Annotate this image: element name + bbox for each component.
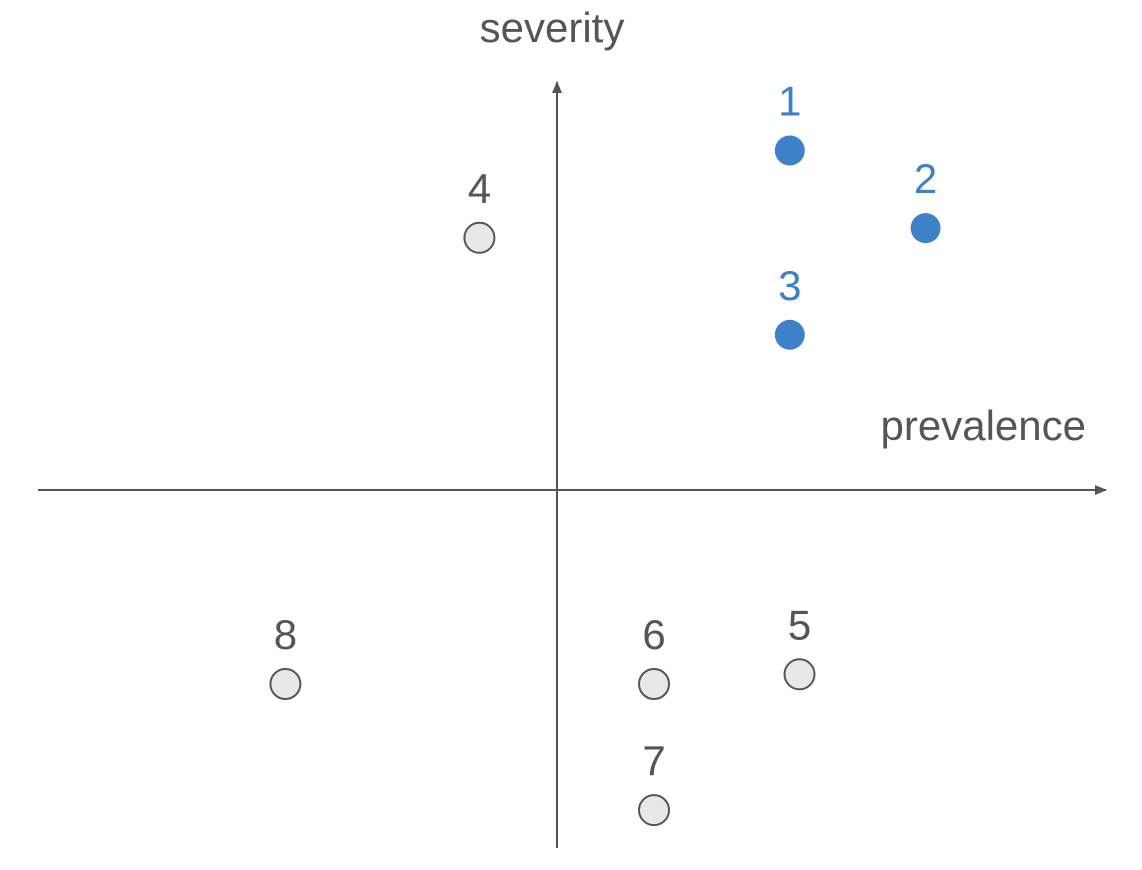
point-4-label: 4 — [468, 165, 491, 212]
point-3-label: 3 — [778, 262, 801, 309]
point-8-label: 8 — [274, 611, 297, 658]
point-5-label: 5 — [788, 601, 811, 648]
point-3-marker — [774, 319, 805, 350]
point-7-label: 7 — [642, 737, 665, 784]
point-4-marker — [463, 221, 496, 254]
point-6-label: 6 — [642, 611, 665, 658]
point-5-marker — [783, 658, 816, 691]
data-points: 1 2 3 4 5 6 7 8 — [269, 78, 941, 827]
point-1-label: 1 — [778, 78, 801, 125]
point-2-marker — [910, 213, 941, 244]
y-axis-label: severity — [480, 4, 625, 51]
x-axis-label: prevalence — [881, 402, 1086, 449]
point-8-marker — [269, 668, 302, 700]
point-6-marker — [638, 668, 670, 700]
point-1-marker — [774, 135, 805, 166]
point-7-marker — [638, 794, 670, 827]
point-2-label: 2 — [914, 155, 937, 202]
